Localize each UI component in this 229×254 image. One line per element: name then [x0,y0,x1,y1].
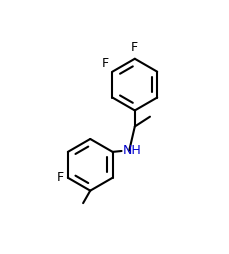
Text: NH: NH [122,145,141,157]
Text: F: F [101,57,108,70]
Text: F: F [131,41,138,54]
Text: F: F [57,171,64,184]
